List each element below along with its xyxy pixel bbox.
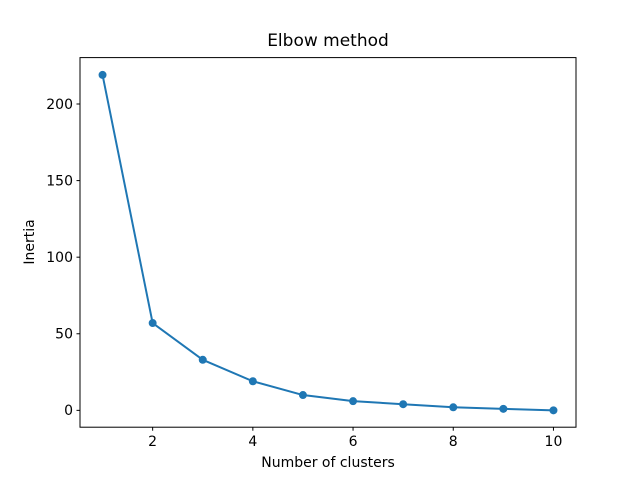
data-point-marker	[499, 404, 508, 413]
data-point-marker	[449, 403, 458, 412]
data-point-marker	[298, 391, 307, 400]
y-tick-label: 100	[46, 250, 73, 266]
data-point-marker	[248, 377, 257, 386]
x-tick-label: 10	[545, 434, 563, 450]
y-tick-label: 50	[55, 327, 73, 343]
data-point-marker	[98, 70, 107, 79]
inertia-line	[101, 73, 555, 412]
y-tick-label: 0	[64, 403, 73, 419]
y-tick-label: 200	[46, 97, 73, 113]
y-axis-label: Inertia	[22, 219, 38, 265]
x-tick-label: 8	[449, 434, 458, 450]
x-tick-label: 6	[349, 434, 358, 450]
x-tick-label: 4	[248, 434, 257, 450]
y-tick-label: 150	[46, 173, 73, 189]
x-tick-label: 2	[148, 434, 157, 450]
x-axis-label: Number of clusters	[261, 455, 395, 471]
data-point-marker	[148, 319, 157, 328]
data-point-marker	[399, 400, 408, 409]
axes-spines	[79, 57, 577, 428]
data-point-marker	[549, 406, 558, 415]
chart-title: Elbow method	[267, 31, 389, 51]
data-point-marker	[198, 355, 207, 364]
data-point-marker	[349, 397, 358, 406]
